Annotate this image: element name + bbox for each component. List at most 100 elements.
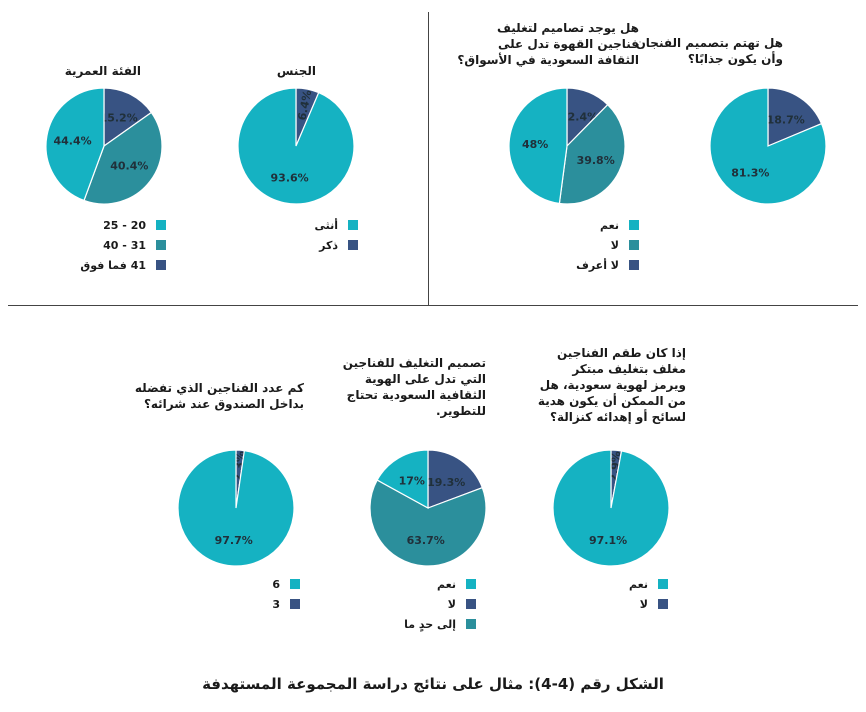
chart-legend: نعم لا إلى حدٍ ما <box>336 578 476 638</box>
legend-item: نعم <box>499 219 639 239</box>
legend-swatch <box>658 579 668 589</box>
legend-label: 6 <box>272 578 280 591</box>
chart-title-line: هل يوجد تصاميم لتغليف <box>496 21 639 35</box>
pie-slice <box>558 103 626 205</box>
horizontal-divider <box>8 305 858 306</box>
chart-legend: 20 - 25 31 - 40 41 فما فوق <box>26 219 166 279</box>
legend-swatch <box>156 260 166 270</box>
legend-swatch <box>156 240 166 250</box>
slice-data-label: 81.3% <box>731 167 769 180</box>
slice-data-label: 18.7% <box>767 113 805 126</box>
legend-item: 6 <box>160 578 300 598</box>
pie-slice <box>177 449 295 567</box>
legend-item: 41 فما فوق <box>26 259 166 279</box>
legend-label: 31 - 40 <box>103 239 146 252</box>
chart-legend: نعم لا <box>528 578 668 618</box>
legend-swatch <box>629 260 639 270</box>
slice-data-label: 15.2% <box>100 112 138 125</box>
legend-item: نعم <box>528 578 668 598</box>
legend-label: لا <box>639 598 648 611</box>
pie-slice <box>103 87 153 148</box>
legend-swatch <box>629 240 639 250</box>
pie-slice <box>45 87 105 202</box>
legend-swatch <box>658 599 668 609</box>
slice-data-label: 19.3% <box>427 476 465 489</box>
chart-title: تصميم التغليف للفناجين التي تدل على الهوي… <box>343 355 486 419</box>
legend-swatch <box>156 220 166 230</box>
legend-label: نعم <box>600 219 619 232</box>
chart-title-line: التي تدل على الهوية <box>364 372 486 386</box>
slice-data-label: 40.4% <box>110 159 148 172</box>
legend-label: لا <box>610 239 619 252</box>
pie-slice <box>369 479 487 567</box>
chart-title-line: ويرمز لهوية سعودية، هل <box>539 378 686 392</box>
pie-chart: 2.3%97.7% <box>177 449 295 567</box>
legend-label: 41 فما فوق <box>80 259 146 272</box>
chart-title-line: كم عدد الفناجين الذي تفضله <box>134 381 304 395</box>
chart-title: إذا كان طقم الفناجين مغلف بتغليف مبتكر وير… <box>538 345 686 425</box>
legend-swatch <box>290 599 300 609</box>
chart-title-line: الفئة العمرية <box>64 64 141 78</box>
legend-swatch <box>466 619 476 629</box>
chart-title-line: هل تهتم بتصميم الفنجان <box>635 36 783 50</box>
legend-label: إلى حدٍ ما <box>404 618 456 631</box>
legend-label: 3 <box>272 598 280 611</box>
chart-legend: نعم لا لا أعرف <box>499 219 639 279</box>
chart-title: هل يوجد تصاميم لتغليف فناجين القهوة تدل ع… <box>457 20 639 68</box>
chart-title: الفئة العمرية <box>65 63 141 79</box>
chart-title-line: وأن يكون جذابًا؟ <box>687 52 783 66</box>
legend-label: لا أعرف <box>576 259 619 272</box>
legend-item: لا أعرف <box>499 259 639 279</box>
pie-slice <box>237 87 355 205</box>
slice-data-label: 97.7% <box>215 534 253 547</box>
chart-title-line: للتطوير. <box>435 404 486 418</box>
legend-swatch <box>348 220 358 230</box>
chart-title-line: تصميم التغليف للفناجين <box>342 356 486 370</box>
legend-item: لا <box>528 598 668 618</box>
slice-data-label: 44.4% <box>54 134 92 147</box>
pie-slice <box>427 449 484 509</box>
pie-chart: 19.3% 63.7% 17% <box>369 449 487 567</box>
legend-item: 20 - 25 <box>26 219 166 239</box>
legend-label: أنثى <box>314 219 338 232</box>
pie-chart: 15.2% 40.4% 44.4% <box>45 87 163 205</box>
legend-swatch <box>466 579 476 589</box>
pie-slice <box>83 111 163 205</box>
legend-item: 31 - 40 <box>26 239 166 259</box>
legend-item: إلى حدٍ ما <box>336 618 476 638</box>
chart-title-line: بداخل الصندوق عند شرائه؟ <box>143 397 304 411</box>
chart-title-line: من الممكن أن يكون هدية <box>537 394 686 408</box>
slice-data-label: 93.6% <box>271 171 309 184</box>
chart-title: الجنس <box>277 63 316 79</box>
legend-label: نعم <box>629 578 648 591</box>
legend-swatch <box>466 599 476 609</box>
pie-slice <box>709 87 827 205</box>
chart-title-line: مغلف بتغليف مبتكر <box>572 362 686 376</box>
legend-swatch <box>348 240 358 250</box>
chart-title-line: لسائح أو إهدائه كنزالة؟ <box>550 410 686 424</box>
legend-label: نعم <box>437 578 456 591</box>
legend-swatch <box>290 579 300 589</box>
slice-data-label: 63.7% <box>407 534 445 547</box>
slice-data-label: 97.1% <box>589 534 627 547</box>
figure-caption: الشكل رقم (4-4): مثال على نتائج دراسة ال… <box>202 675 664 693</box>
pie-slice <box>767 87 823 147</box>
chart-title-line: الثقافية السعودية تحتاج <box>346 388 486 402</box>
chart-legend: أنثى ذكر <box>218 219 358 259</box>
chart-title-line: فناجين القهوة تدل على <box>497 37 639 51</box>
chart-title-line: الجنس <box>276 64 316 78</box>
legend-label: لا <box>447 598 456 611</box>
chart-title-line: إذا كان طقم الفناجين <box>557 346 686 360</box>
legend-item: ذكر <box>218 239 358 259</box>
chart-title: هل تهتم بتصميم الفنجان وأن يكون جذابًا؟ <box>636 35 783 67</box>
slice-data-label: 17% <box>399 475 425 488</box>
legend-item: 3 <box>160 598 300 618</box>
pie-slice <box>552 449 670 567</box>
pie-chart: 12.4% 39.8% 48% <box>508 87 626 205</box>
legend-label: 20 - 25 <box>103 219 146 232</box>
pie-chart: 2.9%97.1% <box>552 449 670 567</box>
legend-item: لا <box>499 239 639 259</box>
pie-chart: 18.7% 81.3% <box>709 87 827 205</box>
pie-slice <box>376 449 429 510</box>
